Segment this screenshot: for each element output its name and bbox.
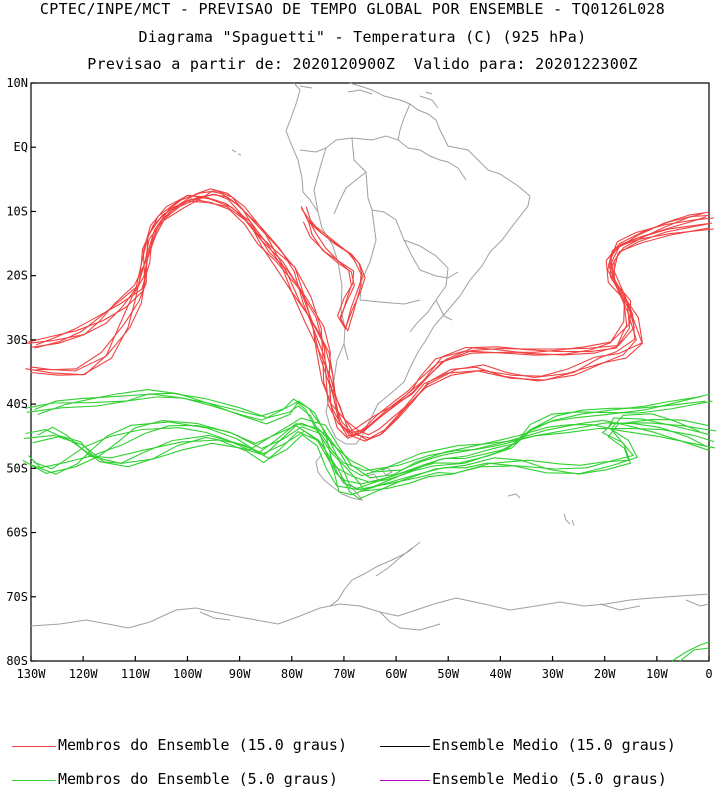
red-ensemble-members (25, 188, 715, 442)
legend-swatch-green-members (12, 780, 56, 781)
lon-tick-label: 100W (173, 667, 203, 681)
chart-title-line-3: Previsao a partir de: 2020120900Z Valido… (87, 55, 638, 73)
legend-label-red-members: Membros do Ensemble (15.0 graus) (58, 736, 347, 754)
lat-tick-label: 70S (6, 590, 28, 604)
lat-tick-label: 10S (6, 204, 28, 218)
ensemble-member-line (23, 422, 717, 491)
lon-tick-label: 50W (437, 667, 459, 681)
legend-label-green-members: Membros do Ensemble (5.0 graus) (58, 770, 338, 788)
legend-swatch-red-members (12, 746, 56, 747)
legend-swatch-black-mean (380, 746, 430, 747)
latitude-axis: 10N EQ 10S 20S 30S 40S 50S 60S 70S 80S (6, 76, 36, 668)
lon-tick-label: 70W (333, 667, 355, 681)
ensemble-member-line (31, 194, 710, 433)
map-frame (30, 82, 710, 662)
lon-tick-label: 10W (646, 667, 668, 681)
lon-tick-label: 0 (705, 667, 712, 681)
ensemble-member-line (30, 419, 711, 475)
spaghetti-map: 10N EQ 10S 20S 30S 40S 50S 60S 70S 80S 130W 120W 11… (6, 76, 717, 681)
ensemble-member-line (37, 413, 701, 500)
ensemble-member-line (25, 417, 711, 496)
lon-tick-label: 60W (385, 667, 407, 681)
ensemble-member-line (300, 206, 363, 330)
ensemble-member-line (26, 392, 713, 483)
lon-tick-label: 40W (490, 667, 512, 681)
ensemble-member-line (25, 193, 711, 437)
lat-tick-label: 50S (6, 461, 28, 475)
legend-label-magenta-mean: Ensemble Medio (5.0 graus) (432, 770, 667, 788)
lat-tick-label: EQ (14, 140, 28, 154)
coastlines (30, 82, 710, 631)
ensemble-member-line (29, 194, 710, 442)
chart-title-line-1: CPTEC/INPE/MCT - PREVISAO DE TEMPO GLOBA… (39, 0, 666, 18)
ensemble-member-line (22, 420, 708, 474)
chart-title-line-2: Diagrama "Spaguetti" - Temperatura (C) (… (138, 28, 587, 46)
lat-tick-label: 20S (6, 269, 28, 283)
lon-tick-label: 120W (69, 667, 99, 681)
lon-tick-label: 110W (121, 667, 151, 681)
ensemble-member-line (24, 396, 706, 485)
legend-label-black-mean: Ensemble Medio (15.0 graus) (432, 736, 676, 754)
ensemble-member-line (27, 422, 715, 477)
lat-tick-label: 80S (6, 654, 28, 668)
lon-tick-label: 80W (281, 667, 303, 681)
ensemble-member-line (25, 198, 708, 439)
lon-tick-label: 30W (542, 667, 564, 681)
lon-tick-label: 130W (17, 667, 47, 681)
legend-swatch-magenta-mean (380, 780, 430, 781)
ensemble-member-line (300, 208, 362, 332)
lat-tick-label: 10N (6, 76, 28, 90)
ensemble-member-line (33, 417, 716, 479)
longitude-axis: 130W 120W 110W 100W 90W 80W 70W 60W 50W 40W 30W 20W… (17, 656, 713, 681)
lat-tick-label: 40S (6, 397, 28, 411)
green-ensemble-members (22, 389, 717, 662)
ensemble-member-line (34, 393, 702, 490)
lon-tick-label: 90W (229, 667, 251, 681)
ensemble-member-line (32, 418, 710, 492)
ensemble-member-line (671, 641, 710, 662)
lon-tick-label: 20W (594, 667, 616, 681)
ensemble-member-line (30, 200, 713, 436)
lat-tick-label: 30S (6, 333, 28, 347)
lat-tick-label: 60S (6, 526, 28, 540)
